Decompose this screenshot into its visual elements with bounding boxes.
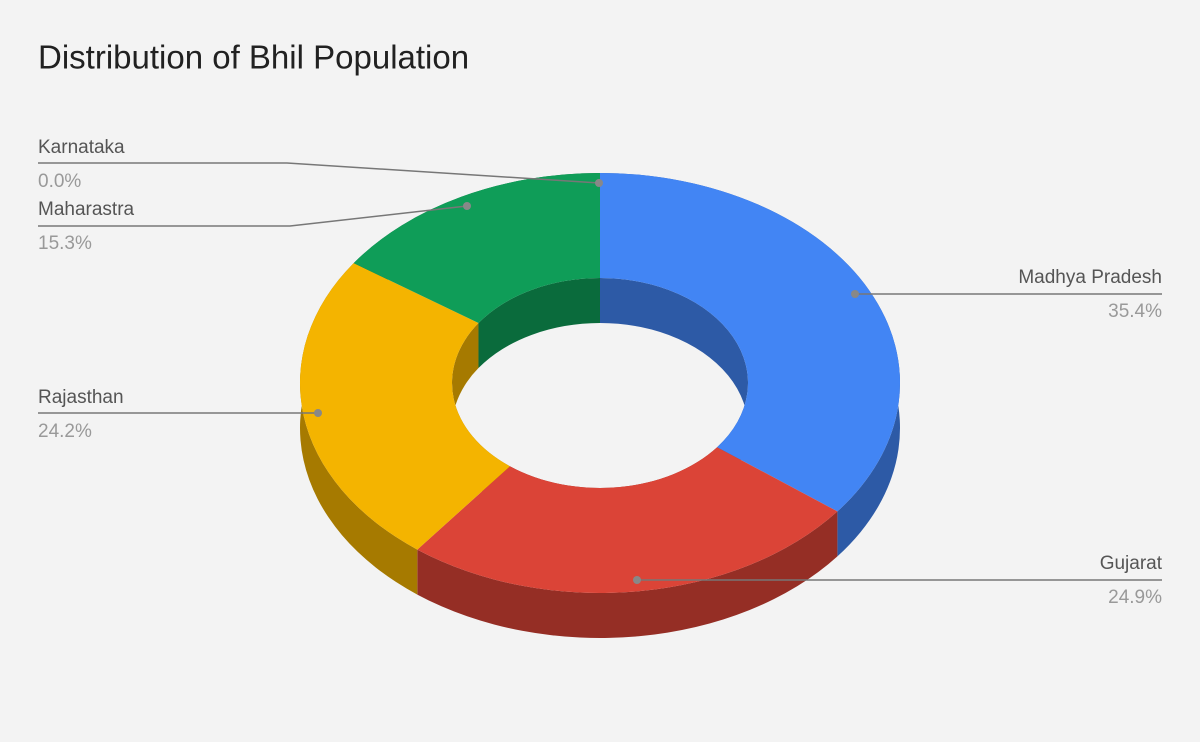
leader-dot xyxy=(595,179,603,187)
slice xyxy=(300,263,510,550)
slice-value: 24.2% xyxy=(38,421,92,442)
slice-name: Karnataka xyxy=(38,137,125,158)
leader-dot xyxy=(463,202,471,210)
slice-name: Gujarat xyxy=(1100,553,1163,574)
slice-value: 15.3% xyxy=(38,233,92,254)
leader-dot xyxy=(851,290,859,298)
leader-line xyxy=(38,162,600,184)
slice-value: 24.9% xyxy=(1108,587,1162,608)
leader-dot xyxy=(314,409,322,417)
slice xyxy=(417,447,838,594)
slice xyxy=(600,173,901,512)
slice-value: 0.0% xyxy=(38,171,81,192)
slice-side xyxy=(300,263,510,595)
leader-dot xyxy=(633,576,641,584)
chart-title: Distribution of Bhil Population xyxy=(38,39,469,76)
leader-line xyxy=(38,205,468,227)
slice-value: 35.4% xyxy=(1108,301,1162,322)
labels: Madhya Pradesh 35.4% Gujarat 24.9% Rajasthan… xyxy=(38,137,1163,608)
slice xyxy=(353,173,600,324)
slice-name: Madhya Pradesh xyxy=(1018,267,1162,288)
slice-name: Rajasthan xyxy=(38,387,124,408)
slice-name: Maharastra xyxy=(38,199,135,220)
slice-tops xyxy=(300,173,901,594)
